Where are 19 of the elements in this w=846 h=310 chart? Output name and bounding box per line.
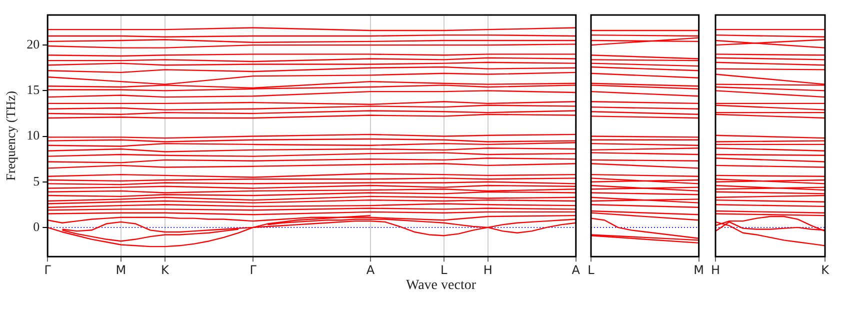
- y-tick-label: 15: [26, 82, 40, 98]
- x-tick-label: K: [821, 262, 830, 277]
- y-tick-label: 5: [33, 173, 40, 188]
- x-tick-label: Γ: [44, 262, 52, 277]
- x-tick-label: M: [116, 262, 126, 277]
- x-tick-label: K: [161, 262, 170, 277]
- y-axis-title: Frequency (THz): [3, 90, 18, 181]
- x-tick-label: H: [483, 262, 492, 277]
- x-tick-label: A: [572, 262, 581, 277]
- y-tick-label: 10: [26, 128, 40, 143]
- x-tick-label: M: [694, 262, 704, 277]
- y-tick-label: 20: [26, 36, 40, 52]
- x-axis-title: Wave vector: [405, 278, 477, 294]
- x-tick-label: L: [588, 262, 595, 277]
- y-tick-label: 0: [33, 218, 40, 234]
- x-tick-label: Γ: [250, 262, 257, 277]
- x-tick-label: H: [710, 262, 720, 277]
- x-tick-label: A: [366, 262, 376, 277]
- x-tick-label: L: [440, 262, 448, 277]
